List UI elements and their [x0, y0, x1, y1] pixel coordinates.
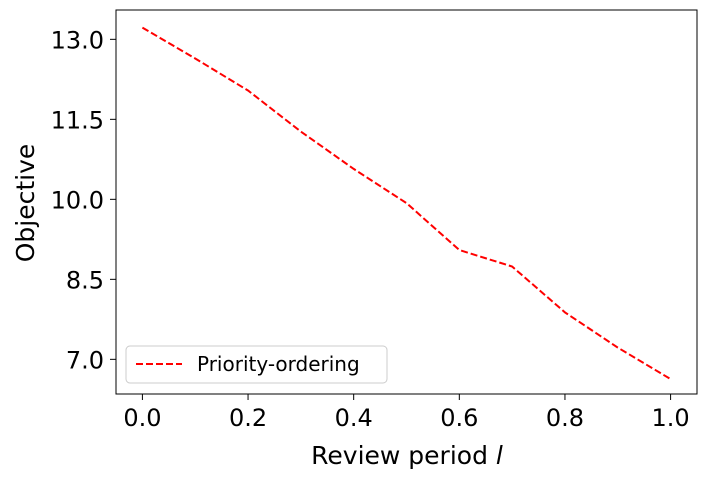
x-axis-label-variable: l — [496, 441, 503, 470]
legend-label-priority-ordering: Priority-ordering — [197, 352, 360, 376]
x-tick-label: 0.0 — [123, 404, 161, 432]
plot-frame — [115, 9, 698, 395]
y-tick-label: 7.0 — [66, 346, 104, 374]
y-tick-label: 11.5 — [51, 106, 104, 134]
y-tick-label: 13.0 — [51, 26, 104, 54]
series-layer — [141, 26, 672, 380]
x-tick-label: 0.2 — [229, 404, 267, 432]
x-tick-label: 0.6 — [440, 404, 478, 432]
y-tick-label: 10.0 — [51, 186, 104, 214]
x-axis-ticks: 0.0 0.2 0.4 0.6 0.8 1.0 — [123, 394, 690, 432]
x-tick-label: 0.8 — [546, 404, 584, 432]
legend-box — [125, 345, 388, 384]
x-tick-label: 0.4 — [335, 404, 373, 432]
series-line-priority-ordering — [141, 26, 672, 380]
y-axis-label: Objective — [11, 144, 40, 263]
x-axis-label: Review period l — [311, 441, 503, 470]
legend: Priority-ordering — [125, 345, 388, 384]
x-axis-label-text: Review period — [311, 441, 496, 470]
x-tick-label: 1.0 — [652, 404, 690, 432]
y-axis-ticks: 7.0 8.5 10.0 11.5 13.0 — [51, 26, 116, 374]
y-tick-label: 8.5 — [66, 266, 104, 294]
